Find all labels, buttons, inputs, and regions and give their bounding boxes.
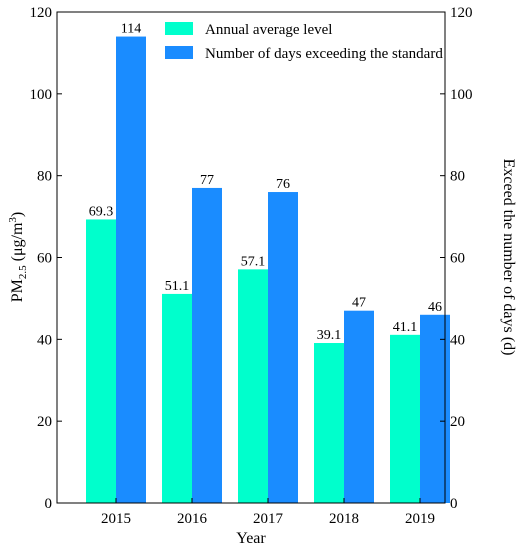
- data-labels-layer: 69.3 114 51.1 77 57.1 76 39.1 47 41.1 46: [89, 22, 442, 343]
- left-axis-title-sub: 2.5: [17, 265, 29, 279]
- left-tick-label: 60: [37, 251, 52, 267]
- left-tick-label: 120: [30, 5, 53, 21]
- data-label-annual-average-2019: 41.1: [393, 320, 418, 335]
- x-tick-label: 2016: [177, 511, 208, 527]
- data-label-annual-average-2015: 69.3: [89, 204, 114, 219]
- data-label-days-exceeding-2015: 114: [121, 22, 141, 37]
- x-axis-title: Year: [236, 530, 266, 547]
- bar-annual-average-2019: [390, 334, 420, 503]
- data-label-days-exceeding-2017: 76: [276, 177, 290, 192]
- bar-annual-average-2016: [162, 293, 192, 503]
- left-axis-title-mid: (μg/m: [9, 222, 26, 265]
- bars-layer: [86, 36, 450, 504]
- left-tick-label: 100: [30, 87, 53, 103]
- left-tick-label: 80: [37, 169, 52, 185]
- data-label-days-exceeding-2016: 77: [200, 173, 214, 188]
- left-axis-title-prefix: PM: [9, 279, 26, 302]
- right-axis-title: Exceed the number of days (d): [500, 159, 517, 356]
- right-tick-label: 100: [450, 87, 473, 103]
- left-axis-ticks: 0 20 40 60 80 100 120: [30, 5, 62, 512]
- right-tick-label: 0: [450, 496, 458, 512]
- data-label-days-exceeding-2019: 46: [428, 300, 442, 315]
- left-tick-label: 40: [37, 332, 52, 348]
- data-label-days-exceeding-2018: 47: [352, 296, 366, 311]
- x-tick-label: 2018: [329, 511, 359, 527]
- right-axis-ticks: 0 20 40 60 80 100 120: [440, 5, 473, 512]
- left-axis-title-sup: 3: [7, 217, 19, 223]
- data-label-annual-average-2018: 39.1: [317, 328, 342, 343]
- left-tick-label: 20: [37, 414, 52, 430]
- right-tick-label: 120: [450, 5, 473, 21]
- bar-days-exceeding-2018: [344, 310, 374, 503]
- legend-label-annual-average: Annual average level: [205, 22, 332, 38]
- bar-days-exceeding-2016: [192, 187, 222, 504]
- right-tick-label: 80: [450, 169, 465, 185]
- left-tick-label: 0: [45, 496, 53, 512]
- x-tick-label: 2017: [253, 511, 284, 527]
- bar-days-exceeding-2017: [268, 192, 298, 504]
- left-axis-title: PM2.5 (μg/m3): [7, 212, 29, 303]
- legend-swatch-annual-average: [165, 22, 193, 35]
- x-tick-label: 2015: [101, 511, 131, 527]
- bar-annual-average-2015: [86, 219, 116, 503]
- bar-annual-average-2017: [238, 269, 268, 503]
- data-label-annual-average-2016: 51.1: [165, 279, 190, 294]
- data-label-annual-average-2017: 57.1: [241, 254, 266, 269]
- bar-annual-average-2018: [314, 343, 344, 503]
- bar-days-exceeding-2015: [116, 36, 146, 504]
- right-tick-label: 60: [450, 251, 465, 267]
- right-tick-label: 20: [450, 414, 465, 430]
- legend: Annual average level Number of days exce…: [165, 22, 443, 62]
- right-tick-label: 40: [450, 332, 465, 348]
- x-tick-label: 2019: [405, 511, 435, 527]
- legend-label-days-exceeding: Number of days exceeding the standard: [205, 46, 443, 62]
- x-axis-ticks: 2015 2016 2017 2018 2019: [101, 498, 435, 527]
- legend-swatch-days-exceeding: [165, 46, 193, 59]
- left-axis-title-suffix: ): [9, 212, 26, 217]
